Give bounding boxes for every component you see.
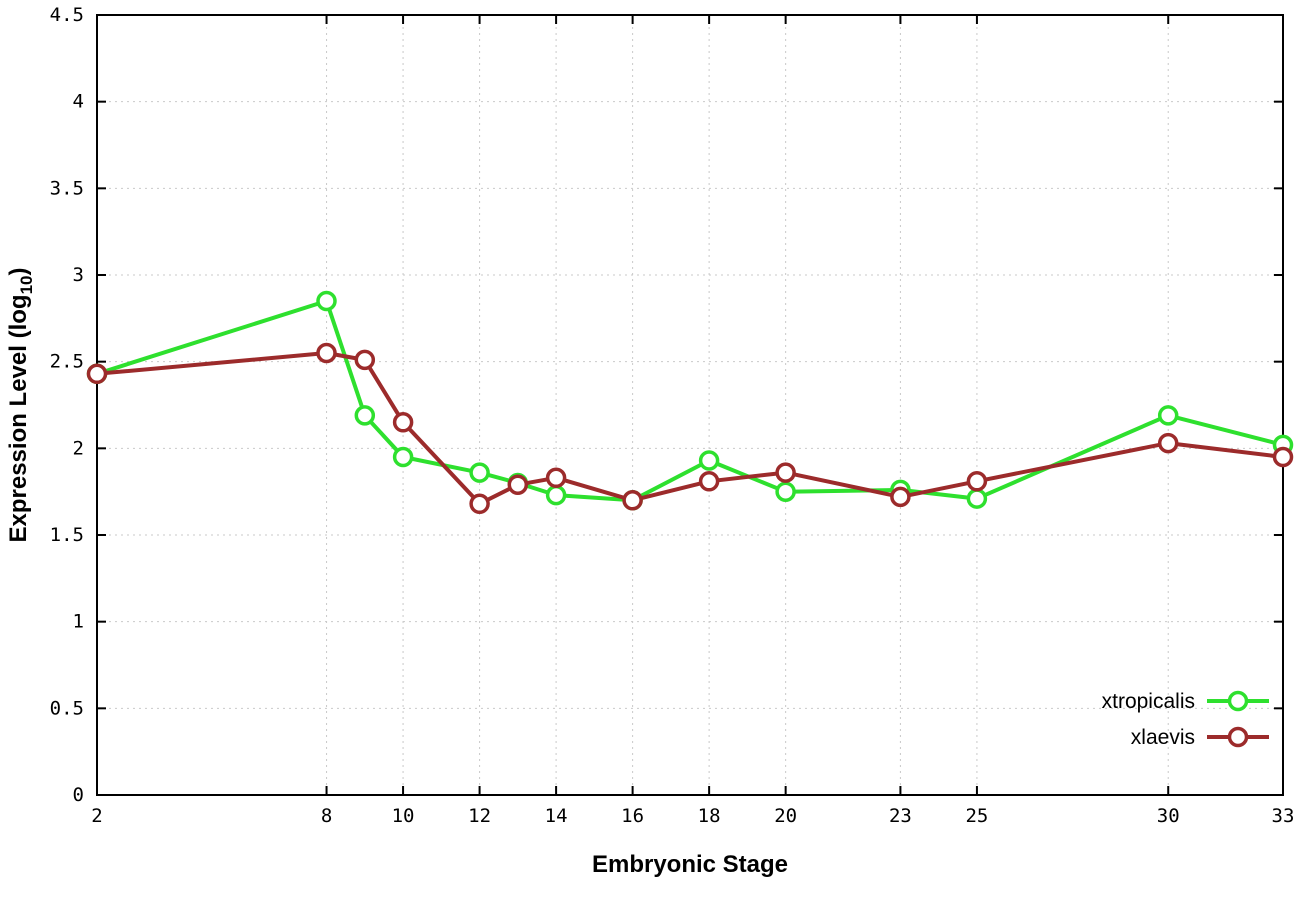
- y-tick-label: 0.5: [50, 697, 84, 719]
- x-tick-label: 33: [1272, 805, 1295, 827]
- tick-marks: [96, 14, 1284, 796]
- series-line-xlaevis: [95, 351, 1285, 506]
- gridlines: [96, 14, 1284, 796]
- y-tick-label: 3.5: [50, 177, 84, 199]
- y-tick-label: 4: [73, 91, 84, 113]
- x-tick-label: 8: [321, 805, 332, 827]
- x-tick-label: 23: [889, 805, 912, 827]
- legend-sample-marker-xtropicalis: [1227, 690, 1249, 712]
- y-tick-label: 4.5: [50, 4, 84, 26]
- x-tick-label: 25: [965, 805, 988, 827]
- x-tick-label: 30: [1157, 805, 1180, 827]
- legend: xtropicalis xlaevis: [1102, 690, 1269, 749]
- series-line-xtropicalis: [95, 299, 1285, 503]
- y-tick-label: 2.5: [50, 351, 84, 373]
- legend-sample-marker-xlaevis: [1227, 726, 1249, 748]
- x-tick-label: 2: [91, 805, 102, 827]
- x-tick-label: 20: [774, 805, 797, 827]
- y-axis-title: Expression Level (log10): [5, 268, 36, 543]
- x-tick-label: 18: [698, 805, 721, 827]
- legend-label-xtropicalis: xtropicalis: [1102, 690, 1195, 713]
- x-tick-label: 10: [392, 805, 415, 827]
- x-tick-label: 12: [468, 805, 491, 827]
- x-axis-title: Embryonic Stage: [592, 851, 788, 878]
- series-markers-xtropicalis: [86, 290, 1294, 511]
- plot-border: [96, 14, 1284, 796]
- x-tick-label: 14: [545, 805, 568, 827]
- y-tick-label: 3: [73, 264, 84, 286]
- series-markers-xlaevis: [86, 342, 1294, 515]
- y-tick-label: 0: [73, 784, 84, 806]
- x-tick-label: 16: [621, 805, 644, 827]
- y-tick-label: 1: [73, 611, 84, 633]
- legend-label-xlaevis: xlaevis: [1131, 726, 1195, 749]
- y-tick-label: 1.5: [50, 524, 84, 546]
- y-tick-label: 2: [73, 437, 84, 459]
